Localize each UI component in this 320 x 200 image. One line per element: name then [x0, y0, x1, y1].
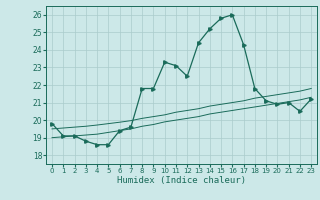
X-axis label: Humidex (Indice chaleur): Humidex (Indice chaleur)	[117, 176, 246, 185]
